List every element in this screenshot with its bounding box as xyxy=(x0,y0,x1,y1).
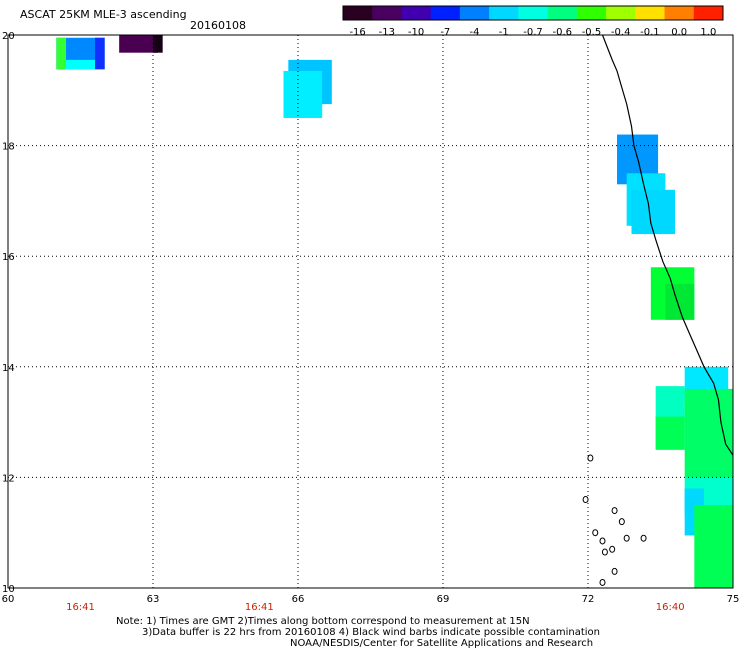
island xyxy=(609,545,616,553)
wind-cell xyxy=(684,388,733,478)
island xyxy=(599,537,606,545)
map-date: 20160108 xyxy=(190,19,246,32)
y-tick-label: 20 xyxy=(2,31,15,42)
wind-cell xyxy=(694,505,733,588)
colorbar-label: -10 xyxy=(408,27,424,37)
colorbar-label: -4 xyxy=(470,27,480,37)
colorbar-label: 0.0 xyxy=(671,27,687,37)
y-tick-label: 10 xyxy=(2,584,15,595)
island xyxy=(582,496,589,504)
island xyxy=(611,507,618,515)
island xyxy=(601,548,608,556)
colorbar-label: -16 xyxy=(349,27,365,37)
time-label: 16:40 xyxy=(656,602,685,613)
island xyxy=(592,529,599,537)
wind-cell xyxy=(95,37,105,70)
colorbar-swatch xyxy=(489,6,519,20)
time-label: 16:41 xyxy=(245,602,274,613)
island xyxy=(587,454,594,462)
colorbar-label: -0.7 xyxy=(523,27,543,37)
colorbar-swatch xyxy=(401,6,432,20)
island xyxy=(623,534,630,542)
wind-cell xyxy=(119,35,158,53)
wind-cell xyxy=(153,35,163,53)
colorbar-swatch xyxy=(430,6,461,20)
colorbar-swatch xyxy=(343,6,373,20)
wind-cell xyxy=(283,70,323,118)
colorbar-swatch xyxy=(635,6,666,20)
colorbar-label: -7 xyxy=(440,27,450,37)
colorbar-swatch xyxy=(459,6,490,20)
colorbar-label: -0.6 xyxy=(552,27,572,37)
x-tick-label: 75 xyxy=(727,594,740,605)
x-tick-label: 63 xyxy=(147,594,160,605)
colorbar-label: -0.4 xyxy=(611,27,631,37)
color-scale-bar: -16 -13 -10 -7 -4 -1 -0.7 -0.6 -0.5 -0.4 -0.1 0.0 1.… xyxy=(342,5,724,37)
time-label: 16:41 xyxy=(66,602,95,613)
footer-note-3: NOAA/NESDIS/Center for Satellite Applica… xyxy=(290,638,594,649)
island xyxy=(618,518,625,526)
colorbar-swatch xyxy=(372,6,402,20)
colorbar-swatch xyxy=(606,6,636,20)
wind-cell xyxy=(56,37,66,70)
y-tick-label: 18 xyxy=(2,142,15,153)
map-title: ASCAT 25KM MLE-3 ascending xyxy=(20,8,187,21)
wind-cell xyxy=(665,283,695,320)
x-tick-label: 69 xyxy=(437,594,450,605)
y-tick-label: 16 xyxy=(2,252,15,263)
footer-note-2: 3)Data buffer is 22 hrs from 20160108 4)… xyxy=(142,627,600,638)
colorbar-label: 1.0 xyxy=(700,27,716,37)
colorbar-frame xyxy=(342,5,724,21)
x-tick-label: 72 xyxy=(582,594,595,605)
colorbar-label: -1 xyxy=(499,27,509,37)
y-tick-label: 12 xyxy=(2,473,15,484)
x-tick-label: 66 xyxy=(292,594,305,605)
map-frame xyxy=(7,34,734,589)
x-tick-label: 60 xyxy=(2,594,15,605)
island xyxy=(599,578,606,586)
footer-note-1: Note: 1) Times are GMT 2)Times along bot… xyxy=(116,616,530,627)
island xyxy=(611,567,618,575)
colorbar-label: -13 xyxy=(379,27,395,37)
colorbar-swatch xyxy=(664,6,695,20)
wind-cell xyxy=(66,59,95,70)
wind-cell xyxy=(631,189,675,235)
y-tick-label: 14 xyxy=(2,363,15,374)
colorbar-swatch xyxy=(547,6,578,20)
colorbar-label: -0.5 xyxy=(582,27,602,37)
island xyxy=(640,534,647,542)
wind-cell xyxy=(655,416,685,450)
colorbar-swatch xyxy=(576,6,607,20)
coastline xyxy=(601,34,734,456)
colorbar-swatch xyxy=(518,6,549,20)
colorbar-swatch xyxy=(693,6,724,20)
colorbar-label: -0.1 xyxy=(640,27,660,37)
